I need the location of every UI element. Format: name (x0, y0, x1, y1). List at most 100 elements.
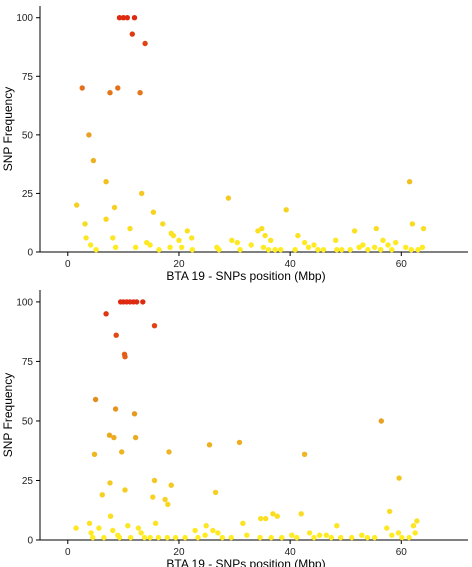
data-point (132, 244, 139, 250)
x-tick-label: 0 (65, 547, 71, 558)
y-tick-label: 25 (22, 189, 34, 200)
data-point (240, 520, 246, 526)
data-point (192, 527, 198, 534)
data-point (333, 237, 339, 243)
data-point (137, 90, 143, 96)
data-point (260, 244, 267, 250)
data-point (316, 532, 323, 538)
data-point (150, 494, 156, 500)
data-point (320, 247, 327, 253)
data-point (113, 332, 119, 338)
data-point (107, 480, 113, 486)
data-point (212, 489, 219, 496)
data-point (262, 232, 268, 239)
data-point (195, 534, 201, 541)
data-point (103, 179, 109, 185)
data-point (228, 534, 234, 541)
data-point (122, 487, 128, 493)
data-point (206, 442, 213, 448)
data-point (305, 244, 312, 250)
data-point (373, 225, 379, 232)
y-tick-label: 50 (22, 130, 34, 141)
data-point (409, 221, 416, 227)
data-point (399, 534, 405, 541)
data-point (365, 247, 371, 253)
data-point (138, 530, 144, 536)
data-point (386, 508, 393, 515)
data-point (278, 247, 284, 253)
x-axis-title: BTA 19 - SNPs position (Mbp) (166, 269, 325, 283)
data-point (125, 523, 131, 529)
data-point (334, 523, 340, 529)
data-point (176, 237, 182, 243)
chart-panel-2: 0 25 50 75 100 0 20 40 60 BTA 19 - SNPs position … (1, 290, 468, 567)
data-point (87, 242, 94, 248)
data-point (147, 534, 153, 541)
x-tick-label: 40 (285, 259, 297, 270)
data-point (83, 235, 89, 241)
data-point (396, 475, 402, 481)
data-point (306, 530, 313, 536)
data-point (79, 85, 85, 91)
data-point (384, 525, 390, 531)
data-point (119, 449, 125, 455)
data-point (142, 40, 148, 47)
y-tick-label: 100 (16, 13, 33, 24)
data-point (389, 247, 395, 253)
data-point (385, 242, 391, 248)
data-point (106, 432, 113, 438)
data-point (110, 235, 116, 241)
data-point (323, 532, 329, 538)
data-point (127, 534, 134, 541)
data-point (116, 15, 123, 21)
data-point (168, 482, 174, 488)
data-point (152, 520, 159, 526)
data-point (112, 244, 119, 250)
data-point (406, 179, 413, 185)
data-point (144, 239, 150, 246)
data-point (115, 85, 121, 91)
data-point (268, 534, 274, 541)
data-point (219, 534, 225, 541)
data-point (107, 90, 113, 96)
data-point (215, 530, 221, 536)
data-point (315, 247, 321, 253)
data-point (389, 532, 395, 538)
data-point (141, 534, 148, 541)
data-point (203, 523, 209, 529)
x-axis-title: BTA 19 - SNPs position (Mbp) (166, 557, 325, 567)
y-tick-label: 50 (22, 416, 34, 427)
data-point (272, 247, 278, 253)
data-point (420, 225, 427, 232)
data-point (182, 534, 188, 541)
data-point (93, 247, 99, 253)
data-point (165, 501, 171, 507)
y-tick-label: 0 (27, 248, 33, 259)
data-point (73, 525, 79, 531)
data-point (90, 157, 97, 164)
data-point (111, 204, 118, 211)
y-tick-label: 100 (16, 297, 33, 308)
y-tick-label: 75 (22, 72, 34, 83)
x-tick-label: 20 (173, 259, 185, 270)
data-point (86, 132, 92, 138)
data-point (364, 534, 371, 541)
x-tick-label: 40 (285, 547, 297, 558)
data-point (86, 520, 93, 526)
data-point (134, 299, 140, 305)
data-point (189, 235, 195, 241)
data-point (359, 532, 365, 538)
data-point (419, 244, 426, 250)
chart-panel-1: 0 25 50 75 100 0 20 40 60 BTA 19 - SNPs position … (1, 6, 468, 283)
data-point (210, 527, 216, 534)
data-point (101, 534, 107, 541)
data-point (111, 434, 117, 441)
data-point (214, 244, 220, 250)
data-point (140, 299, 146, 305)
data-point (167, 244, 173, 250)
data-point (334, 247, 340, 253)
data-point (107, 513, 114, 519)
data-point (412, 530, 418, 536)
data-point (131, 15, 138, 21)
